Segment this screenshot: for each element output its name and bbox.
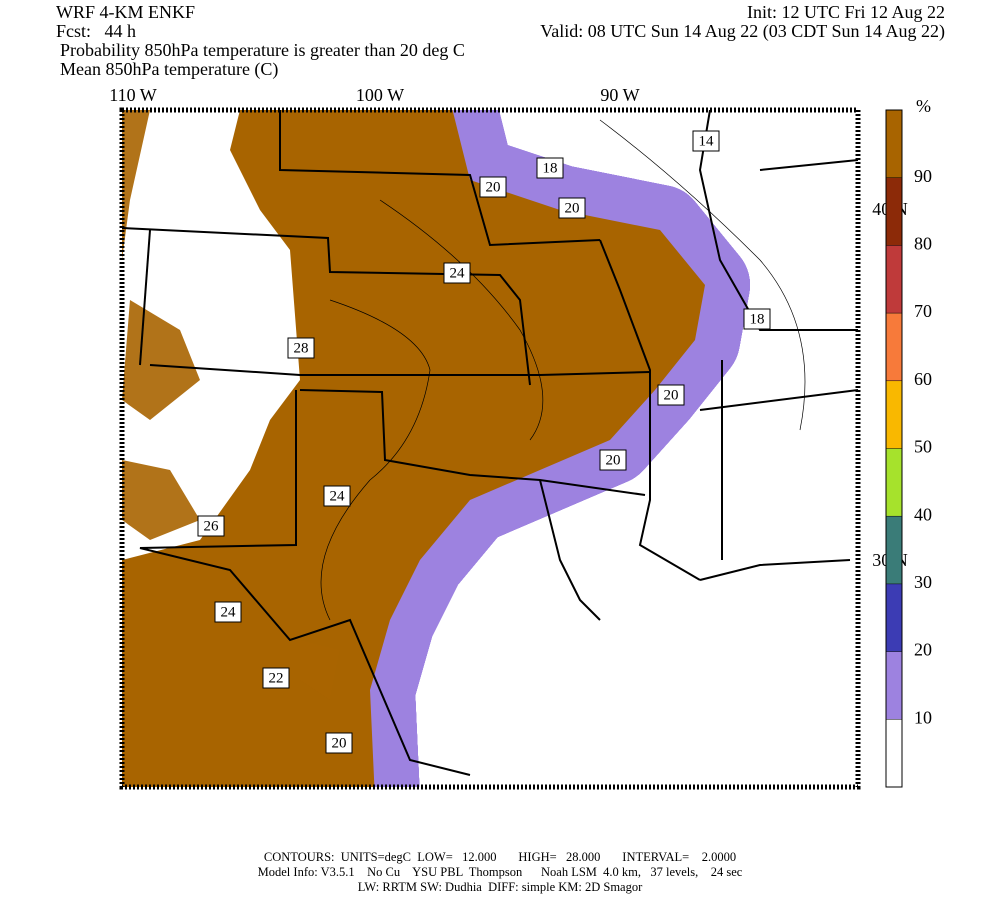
colorbar-label: 20	[914, 640, 932, 660]
footer-line: LW: RRTM SW: Dudhia DIFF: simple KM: 2D …	[358, 880, 643, 894]
map-field	[122, 110, 858, 787]
colorbar-label: 80	[914, 234, 932, 254]
colorbar-segment	[886, 313, 902, 381]
contour-label: 18	[543, 160, 558, 176]
colorbar-label: 10	[914, 707, 932, 727]
colorbar-segment	[886, 245, 902, 314]
colorbar-segment	[886, 719, 902, 787]
contour-label: 18	[750, 311, 765, 327]
contour-label-box	[743, 308, 771, 330]
lon-label: 90 W	[600, 85, 639, 105]
colorbar-segment	[886, 177, 902, 246]
colorbar-unit: %	[916, 96, 931, 116]
init: Init: 12 UTC Fri 12 Aug 22	[747, 2, 945, 22]
contour-label: 20	[486, 179, 501, 195]
colorbar-label: 50	[914, 437, 932, 457]
title: Probability 850hPa temperature is greate…	[60, 40, 465, 60]
contour-label-box	[214, 601, 242, 623]
contour-label: 20	[565, 200, 580, 216]
colorbar-segment	[886, 516, 902, 584]
colorbar-segment	[886, 380, 902, 449]
contour-label: 28	[294, 340, 309, 356]
colorbar-segment	[886, 110, 902, 178]
footer-line: CONTOURS: UNITS=degC LOW= 12.000 HIGH= 2…	[264, 850, 736, 864]
contour-label: 20	[664, 387, 679, 403]
contour-label: 24	[221, 604, 237, 620]
contour-label: 20	[332, 735, 347, 751]
contour-label-box	[325, 732, 353, 754]
contour-label: 22	[269, 670, 284, 686]
contour-label-box	[558, 197, 586, 219]
forecast: Fcst: 44 h	[56, 21, 136, 41]
contour-label: 24	[450, 265, 466, 281]
contour-label-box	[262, 667, 290, 689]
valid: Valid: 08 UTC Sun 14 Aug 22 (03 CDT Sun …	[540, 21, 945, 42]
colorbar-label: 90	[914, 166, 932, 186]
footer-line: Model Info: V3.5.1 No Cu YSU PBL Thompso…	[258, 865, 743, 879]
map-frame	[119, 107, 861, 790]
lon-label: 110 W	[109, 85, 157, 105]
lon-label: 100 W	[356, 85, 404, 105]
contour-label-box	[657, 384, 685, 406]
contour-label: 14	[699, 133, 715, 149]
contour-label-box	[443, 262, 471, 284]
contour-label: 26	[204, 518, 220, 534]
colorbar-label: 40	[914, 504, 932, 524]
colorbar-label: 60	[914, 369, 932, 389]
contour-label-box	[536, 157, 564, 179]
contour-label-box	[692, 130, 720, 152]
colorbar-label: 70	[914, 301, 932, 321]
contour-label: 20	[606, 452, 621, 468]
model: WRF 4-KM ENKF	[56, 2, 195, 22]
contour-label-box	[479, 176, 507, 198]
subtitle: Mean 850hPa temperature (C)	[60, 59, 278, 80]
contour-label-box	[323, 485, 351, 507]
contour-label-box	[197, 515, 225, 537]
colorbar-segment	[886, 651, 902, 720]
colorbar-segment	[886, 448, 902, 517]
contour-label-box	[599, 449, 627, 471]
contour-label-box	[287, 337, 315, 359]
colorbar-segment	[886, 583, 902, 652]
contour-label: 24	[330, 488, 346, 504]
colorbar-label: 30	[914, 572, 932, 592]
